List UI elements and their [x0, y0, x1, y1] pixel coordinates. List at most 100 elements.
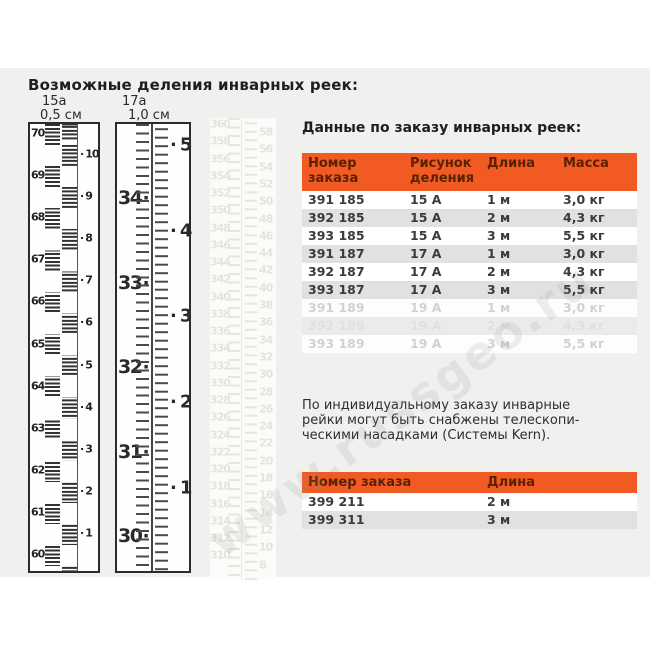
ruler-15a-right-numbers: 10 9 8 7 6 5 4 3 2 1 [80, 124, 99, 571]
ruler-number: 18 [259, 471, 273, 485]
ruler-number: 56 [259, 142, 273, 156]
ruler-number: 9 [80, 190, 94, 203]
ruler-number: 314 [210, 514, 231, 528]
table-cell: 1 м [487, 192, 511, 207]
ruler-number: 3 [170, 306, 193, 327]
ruler-number: 58 [259, 125, 273, 139]
table-cell: 17 А [410, 282, 442, 297]
ruler-ghost-divider-line [241, 118, 242, 580]
ruler-number: 64 [31, 379, 45, 392]
table-cell: 15 А [410, 192, 442, 207]
column-header: Масса [563, 156, 609, 171]
ruler-number: 32 [118, 356, 143, 378]
ruler-number: 44 [259, 246, 273, 260]
table-cell: 3,0 кг [563, 192, 605, 207]
ruler-number: 12 [259, 523, 273, 537]
order-table-body: 391 185 15 А 1 м 3,0 кг 392 185 15 А 2 м 4,3 кг… [302, 191, 637, 353]
ruler-number: 10 [80, 148, 99, 161]
ruler-number: 1 [80, 526, 94, 539]
table-cell: 393 185 [308, 228, 365, 243]
table-cell: 399 211 [308, 494, 365, 509]
ruler-number: 30 [118, 525, 143, 547]
table-row: 399 211 2 м [302, 493, 637, 511]
ruler-17a-division: 1,0 см [128, 108, 170, 123]
table-cell: 19 А [410, 318, 442, 333]
note-line: ческими насадками (Системы Kern). [302, 428, 551, 443]
ruler-number: 62 [31, 463, 45, 476]
ruler-number: 50 [259, 194, 273, 208]
table-cell: 5,5 кг [563, 228, 605, 243]
ruler-number: 3 [80, 442, 94, 455]
ruler-number: 65 [31, 337, 45, 350]
ruler-number: 34 [259, 333, 273, 347]
table-cell: 392 185 [308, 210, 365, 225]
ruler-number: 356 [210, 152, 231, 165]
ruler-17a-left-numbers: 34 33 32 31 30 [118, 124, 143, 571]
table-cell: 3,0 кг [563, 300, 605, 315]
table-row: 391 185 15 А 1 м 3,0 кг [302, 191, 637, 209]
ruler-ghost-right-numbers: 58 56 54 52 50 48 46 44 42 40 38 36 34 32 30 28 26 24 22 20… [259, 118, 275, 580]
ruler-15a-graduation-column-left [45, 124, 60, 571]
ruler-number: 348 [210, 221, 231, 234]
ruler-number: 10 [259, 540, 273, 554]
table-cell: 4,3 кг [563, 210, 605, 225]
accessory-table: Номер заказа Длина 399 211 2 м 399 311 3 м [302, 472, 637, 529]
ruler-number: 38 [259, 298, 273, 312]
ruler-number: 40 [259, 281, 273, 295]
accessory-table-header: Номер заказа Длина [302, 472, 637, 493]
ruler-number: 360 [210, 117, 231, 131]
ruler-number: 336 [210, 324, 231, 338]
ruler-number: 350 [210, 203, 231, 217]
column-header: Рисунок деления [410, 156, 475, 186]
table-row: 393 185 15 А 3 м 5,5 кг [302, 227, 637, 245]
table-cell: 19 А [410, 336, 442, 351]
table-cell: 5,5 кг [563, 336, 605, 351]
table-cell: 399 311 [308, 512, 365, 527]
ruler-number: 334 [210, 341, 231, 355]
table-cell: 3,0 кг [563, 246, 605, 261]
ruler-17a-divider-line [151, 124, 153, 571]
ruler-number: 7 [80, 274, 94, 287]
ruler-number: 5 [80, 358, 94, 371]
page-title: Возможные деления инварных реек: [28, 76, 359, 94]
ruler-15a-left-numbers: 70 69 68 67 66 65 64 63 62 61 60 [31, 124, 45, 571]
ruler-number: 28 [259, 385, 273, 398]
ruler-number: 316 [210, 497, 231, 510]
ruler-number: 30 [259, 367, 273, 381]
ruler-15a-divider-line [77, 124, 78, 571]
ruler-number: 70 [31, 127, 45, 140]
ruler-number: 16 [259, 488, 273, 502]
catalog-panel: Возможные деления инварных реек: 15а 0,5… [0, 68, 650, 580]
ruler-ghost-graduation-column-right [245, 118, 257, 580]
ruler-number: 324 [210, 428, 231, 441]
table-cell: 1 м [487, 246, 511, 261]
ruler-15a-division: 0,5 см [40, 108, 82, 123]
ruler-number: 61 [31, 505, 45, 518]
table-cell: 4,3 кг [563, 264, 605, 279]
ruler-number: 1 [170, 477, 193, 498]
ruler-number: 46 [259, 229, 273, 243]
table-row: 391 189 19 А 1 м 3,0 кг [302, 299, 637, 317]
column-header: Длина [487, 156, 535, 171]
ruler-number: 8 [80, 232, 94, 245]
table-cell: 3 м [487, 336, 511, 351]
ruler-17a-graduation-column-right [155, 124, 168, 571]
table-cell: 392 187 [308, 264, 365, 279]
table-cell: 4,3 кг [563, 318, 605, 333]
ruler-number: 340 [210, 290, 231, 303]
table-cell: 393 189 [308, 336, 365, 351]
ruler-number: 66 [31, 295, 45, 308]
table-row: 399 311 3 м [302, 511, 637, 529]
ruler-number: 63 [31, 421, 45, 434]
ruler-number: 26 [259, 402, 273, 416]
table-cell: 15 А [410, 228, 442, 243]
table-row: 391 187 17 А 1 м 3,0 кг [302, 245, 637, 263]
ruler-number: 358 [210, 134, 231, 148]
note-line: рейки могут быть снабжены телескопи- [302, 413, 580, 428]
table-row: 392 189 19 А 2 м 4,3 кг [302, 317, 637, 335]
ruler-number: 4 [80, 400, 94, 413]
order-table-header: Номер заказа Рисунок деления Длина Масса [302, 153, 637, 191]
table-row: 393 189 19 А 3 м 5,5 кг [302, 335, 637, 353]
ruler-number: 69 [31, 169, 45, 182]
ruler-15a-graduation-column-right [62, 124, 77, 571]
